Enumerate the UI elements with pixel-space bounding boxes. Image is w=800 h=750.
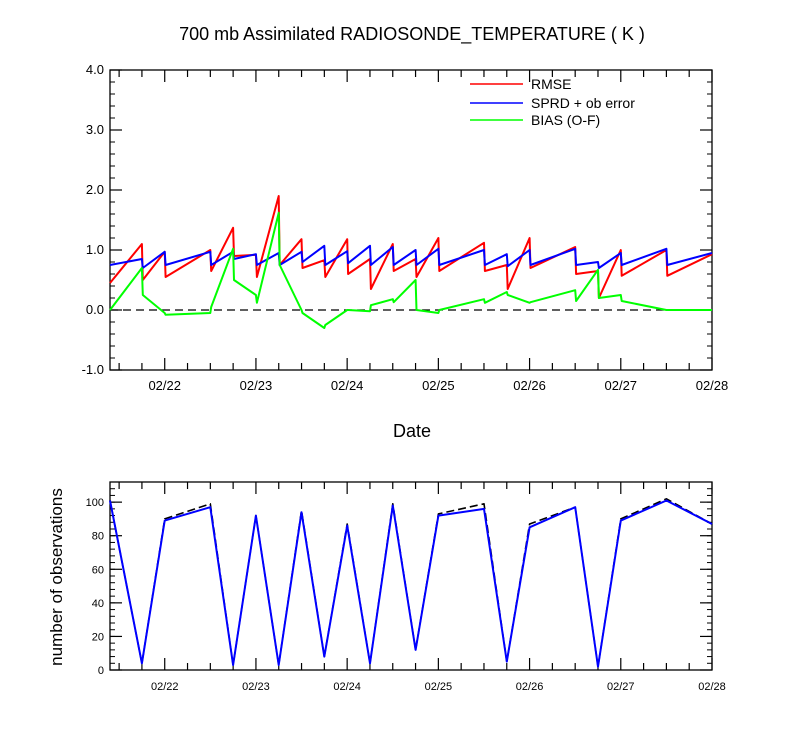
top-x-tick-label: 02/24 [331,378,364,393]
top-series-rmse [109,195,713,299]
bottom-y-tick-label: 40 [92,598,104,610]
top-series-sprd-ob-error [109,244,713,269]
bottom-y-tick-label: 0 [98,665,104,677]
bottom-series-group [109,497,713,668]
top-x-tick-label: 02/25 [422,378,455,393]
legend-label-bias: BIAS (O-F) [531,112,600,128]
top-y-tick-label: -1.0 [82,362,104,377]
top-x-axis: 02/22 02/23 02/24 02/25 02/26 02/27 02/28 [118,70,729,393]
bottom-y-tick-label: 100 [86,497,104,509]
bottom-x-tick-label: 02/27 [607,681,635,693]
bottom-x-axis: 02/22 02/23 02/24 02/25 02/26 02/27 02/28 [118,482,726,693]
bottom-x-tick-label: 02/28 [698,681,726,693]
top-x-tick-label: 02/26 [513,378,546,393]
top-series-bias-o-f [109,211,712,329]
bottom-y-tick-label: 80 [92,531,104,543]
x-axis-label: Date [393,421,431,441]
top-plot-frame [109,69,713,371]
legend-label-sprd: SPRD + ob error [531,95,635,111]
legend: RMSE SPRD + ob error BIAS (O-F) [470,76,635,128]
top-y-tick-label: 0.0 [86,302,104,317]
top-y-tick-label: 2.0 [86,182,104,197]
chart-title: 700 mb Assimilated RADIOSONDE_TEMPERATUR… [179,24,645,45]
bottom-series-observations-solid [109,499,713,668]
bottom-x-tick-label: 02/22 [151,681,179,693]
top-y-tick-label: 3.0 [86,122,104,137]
top-x-tick-label: 02/23 [240,378,273,393]
bottom-x-tick-label: 02/24 [333,681,361,693]
top-series-group [109,195,713,329]
top-x-tick-label: 02/27 [605,378,638,393]
bottom-y-axis: 0 20 40 60 80 100 [86,481,712,677]
top-y-tick-label: 4.0 [86,62,104,77]
bottom-y-tick-label: 20 [92,631,104,643]
bottom-x-tick-label: 02/26 [516,681,544,693]
bottom-x-tick-label: 02/23 [242,681,270,693]
top-x-tick-label: 02/22 [148,378,181,393]
bottom-x-tick-label: 02/25 [425,681,453,693]
y-axis-label-observations: number of observations [47,488,66,666]
legend-label-rmse: RMSE [531,76,571,92]
top-y-tick-label: 1.0 [86,242,104,257]
bottom-y-tick-label: 60 [92,564,104,576]
top-x-tick-label: 02/28 [696,378,729,393]
